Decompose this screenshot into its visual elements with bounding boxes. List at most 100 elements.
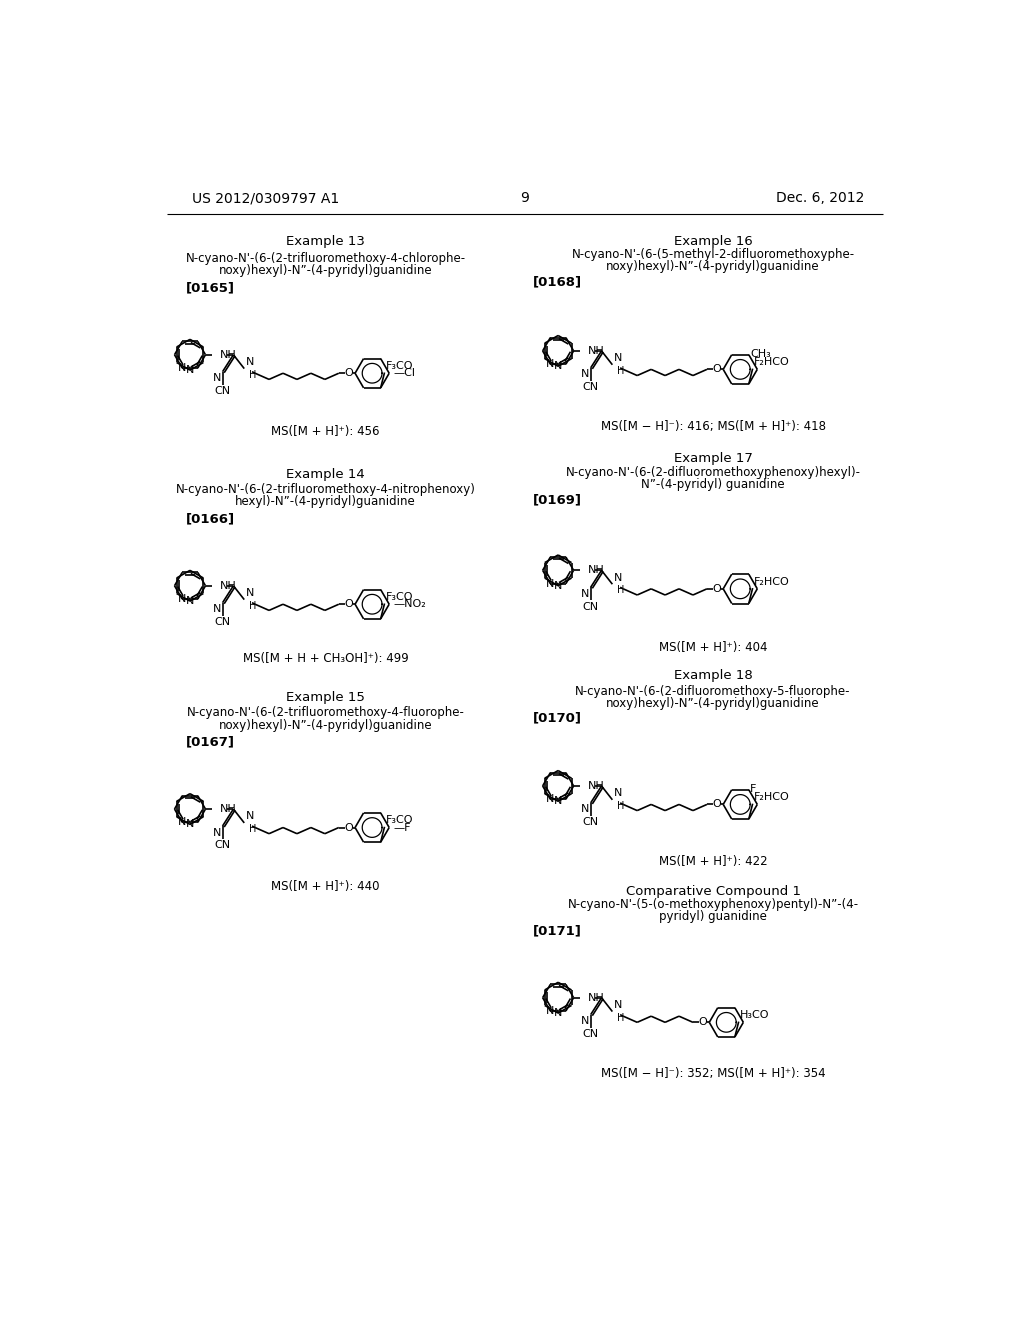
Text: [0168]: [0168] xyxy=(532,275,582,288)
Text: [0169]: [0169] xyxy=(532,492,582,506)
Text: N: N xyxy=(185,820,195,829)
Text: O: O xyxy=(713,583,721,594)
Text: N: N xyxy=(581,589,589,599)
Text: F₃CO: F₃CO xyxy=(386,360,414,371)
Text: N-cyano-N'-(6-(5-methyl-2-difluoromethoxyphe-: N-cyano-N'-(6-(5-methyl-2-difluoromethox… xyxy=(571,248,855,261)
Text: Example 18: Example 18 xyxy=(674,669,753,682)
Text: N: N xyxy=(246,589,254,598)
Text: CN: CN xyxy=(583,817,599,828)
Text: H: H xyxy=(617,1012,625,1023)
Text: —NO₂: —NO₂ xyxy=(394,599,427,610)
Text: N: N xyxy=(178,817,186,828)
Text: H: H xyxy=(617,801,625,810)
Text: MS([M − H]⁻): 352; MS([M + H]⁺): 354: MS([M − H]⁻): 352; MS([M + H]⁺): 354 xyxy=(601,1067,825,1080)
Text: N-cyano-N'-(6-(2-trifluoromethoxy-4-chlorophe-: N-cyano-N'-(6-(2-trifluoromethoxy-4-chlo… xyxy=(185,252,466,265)
Text: N: N xyxy=(614,354,623,363)
Text: —F: —F xyxy=(394,822,412,833)
Text: N: N xyxy=(178,363,186,374)
Text: N-cyano-N'-(5-(o-methoxyphenoxy)pentyl)-N”-(4-: N-cyano-N'-(5-(o-methoxyphenoxy)pentyl)-… xyxy=(567,898,859,911)
Text: —Cl: —Cl xyxy=(394,368,416,379)
Text: US 2012/0309797 A1: US 2012/0309797 A1 xyxy=(191,191,339,206)
Text: N: N xyxy=(185,597,195,606)
Text: F: F xyxy=(751,784,757,793)
Text: N: N xyxy=(614,573,623,582)
Text: Dec. 6, 2012: Dec. 6, 2012 xyxy=(776,191,864,206)
Text: NH: NH xyxy=(588,781,604,791)
Text: N: N xyxy=(246,358,254,367)
Text: NH: NH xyxy=(219,350,237,360)
Text: O: O xyxy=(698,1018,708,1027)
Text: NH: NH xyxy=(588,346,604,356)
Text: O: O xyxy=(713,364,721,375)
Text: N: N xyxy=(614,788,623,799)
Text: hexyl)-N”-(4-pyridyl)guanidine: hexyl)-N”-(4-pyridyl)guanidine xyxy=(236,495,416,508)
Text: N: N xyxy=(185,366,195,375)
Text: MS([M + H]⁺): 422: MS([M + H]⁺): 422 xyxy=(658,855,767,869)
Text: H: H xyxy=(249,601,256,611)
Text: N”-(4-pyridyl) guanidine: N”-(4-pyridyl) guanidine xyxy=(641,478,785,491)
Text: NH: NH xyxy=(219,804,237,814)
Text: NH: NH xyxy=(588,565,604,576)
Text: Example 13: Example 13 xyxy=(286,235,366,248)
Text: N: N xyxy=(213,605,221,614)
Text: [0170]: [0170] xyxy=(532,711,582,725)
Text: H: H xyxy=(249,370,256,380)
Text: N: N xyxy=(581,1016,589,1026)
Text: N: N xyxy=(581,804,589,814)
Text: CN: CN xyxy=(583,381,599,392)
Text: CH₃: CH₃ xyxy=(751,348,771,359)
Text: MS([M + H]⁺): 404: MS([M + H]⁺): 404 xyxy=(658,640,767,653)
Text: N: N xyxy=(546,578,555,589)
Text: N: N xyxy=(178,594,186,605)
Text: N: N xyxy=(546,359,555,370)
Text: N-cyano-N'-(6-(2-trifluoromethoxy-4-nitrophenoxy): N-cyano-N'-(6-(2-trifluoromethoxy-4-nitr… xyxy=(176,483,475,496)
Text: O: O xyxy=(344,822,353,833)
Text: MS([M + H]⁺): 456: MS([M + H]⁺): 456 xyxy=(271,425,380,438)
Text: O: O xyxy=(344,599,353,610)
Text: MS([M + H]⁺): 440: MS([M + H]⁺): 440 xyxy=(271,879,380,892)
Text: CN: CN xyxy=(583,1028,599,1039)
Text: H: H xyxy=(617,366,625,376)
Text: [0165]: [0165] xyxy=(186,281,236,294)
Text: H₃CO: H₃CO xyxy=(740,1010,770,1020)
Text: NH: NH xyxy=(219,581,237,591)
Text: N: N xyxy=(581,370,589,379)
Text: N: N xyxy=(213,828,221,837)
Text: O: O xyxy=(713,800,721,809)
Text: NH: NH xyxy=(588,993,604,1003)
Text: N: N xyxy=(546,795,555,804)
Text: N: N xyxy=(546,1006,555,1016)
Text: H: H xyxy=(617,585,625,595)
Text: H: H xyxy=(249,824,256,834)
Text: 9: 9 xyxy=(520,191,529,206)
Text: O: O xyxy=(344,368,353,379)
Text: [0167]: [0167] xyxy=(186,735,236,748)
Text: N: N xyxy=(213,374,221,383)
Text: CN: CN xyxy=(583,602,599,611)
Text: CN: CN xyxy=(214,385,230,396)
Text: N: N xyxy=(614,1001,623,1010)
Text: [0171]: [0171] xyxy=(532,924,582,937)
Text: N-cyano-N'-(6-(2-difluoromethoxy-5-fluorophe-: N-cyano-N'-(6-(2-difluoromethoxy-5-fluor… xyxy=(575,685,851,698)
Text: F₂HCO: F₂HCO xyxy=(755,358,790,367)
Text: N: N xyxy=(554,796,562,807)
Text: noxy)hexyl)-N”-(4-pyridyl)guanidine: noxy)hexyl)-N”-(4-pyridyl)guanidine xyxy=(219,264,432,277)
Text: N: N xyxy=(246,812,254,821)
Text: N-cyano-N'-(6-(2-trifluoromethoxy-4-fluorophe-: N-cyano-N'-(6-(2-trifluoromethoxy-4-fluo… xyxy=(186,706,465,719)
Text: F₃CO: F₃CO xyxy=(386,816,414,825)
Text: noxy)hexyl)-N”-(4-pyridyl)guanidine: noxy)hexyl)-N”-(4-pyridyl)guanidine xyxy=(606,260,820,273)
Text: N: N xyxy=(554,362,562,371)
Text: noxy)hexyl)-N”-(4-pyridyl)guanidine: noxy)hexyl)-N”-(4-pyridyl)guanidine xyxy=(606,697,820,710)
Text: [0166]: [0166] xyxy=(186,512,236,525)
Text: noxy)hexyl)-N”-(4-pyridyl)guanidine: noxy)hexyl)-N”-(4-pyridyl)guanidine xyxy=(219,718,432,731)
Text: Example 15: Example 15 xyxy=(286,690,366,704)
Text: N-cyano-N'-(6-(2-difluoromethoxyphenoxy)hexyl)-: N-cyano-N'-(6-(2-difluoromethoxyphenoxy)… xyxy=(565,466,860,479)
Text: MS([M − H]⁻): 416; MS([M + H]⁺): 418: MS([M − H]⁻): 416; MS([M + H]⁺): 418 xyxy=(601,420,825,433)
Text: CN: CN xyxy=(214,841,230,850)
Text: F₂HCO: F₂HCO xyxy=(755,577,790,586)
Text: pyridyl) guanidine: pyridyl) guanidine xyxy=(659,911,767,924)
Text: N: N xyxy=(554,1008,562,1018)
Text: F₂HCO: F₂HCO xyxy=(755,792,790,803)
Text: MS([M + H + CH₃OH]⁺): 499: MS([M + H + CH₃OH]⁺): 499 xyxy=(243,652,409,665)
Text: CN: CN xyxy=(214,616,230,627)
